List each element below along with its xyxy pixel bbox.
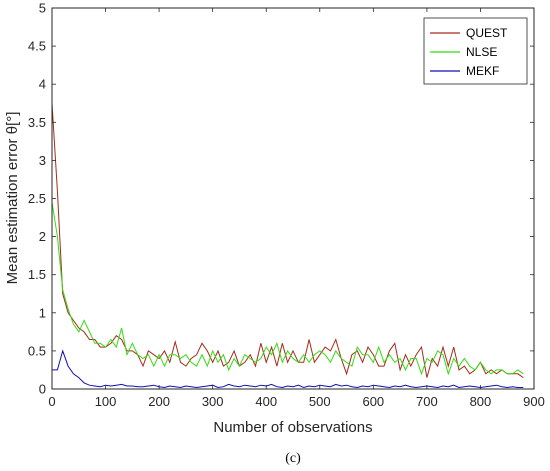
- legend-label-nlse: NLSE: [466, 45, 497, 59]
- y-tick-label: 0: [39, 382, 46, 397]
- legend-label-quest: QUEST: [466, 26, 508, 40]
- y-tick-label: 3: [39, 153, 46, 168]
- x-tick-label: 0: [48, 394, 55, 409]
- x-tick-label: 700: [416, 394, 438, 409]
- x-tick-label: 900: [523, 394, 545, 409]
- legend-label-mekf: MEKF: [466, 64, 499, 78]
- y-tick-label: 4: [39, 77, 46, 92]
- ticks-layer: 0 100 200 300 400 500 600 700 800 900 0 0.5 1 1.5 2 2.5…: [28, 1, 545, 410]
- series-layer: [51, 103, 524, 389]
- x-tick-label: 800: [470, 394, 492, 409]
- series-line-mekf: [52, 349, 524, 389]
- series-line-nlse: [51, 202, 524, 376]
- y-tick-label: 4.5: [28, 39, 46, 54]
- x-tick-label: 100: [95, 394, 117, 409]
- y-tick-label: 1.5: [28, 267, 46, 282]
- x-tick-label: 200: [148, 394, 170, 409]
- y-tick-label: 5: [39, 1, 46, 16]
- x-tick-label: 600: [362, 394, 384, 409]
- y-axis-title: Mean estimation error θ[°]: [4, 112, 21, 285]
- series-line-quest: [51, 103, 524, 379]
- y-tick-label: 2: [39, 229, 46, 244]
- figure-caption: (c): [285, 451, 301, 466]
- x-tick-label: 300: [202, 394, 224, 409]
- x-axis-title: Number of observations: [213, 419, 372, 436]
- legend-box: [423, 17, 528, 85]
- y-tick-label: 0.5: [28, 343, 46, 358]
- legend: QUEST NLSE MEKF: [423, 17, 528, 85]
- x-tick-label: 500: [309, 394, 331, 409]
- y-tick-label: 3.5: [28, 115, 46, 130]
- y-tick-label: 2.5: [28, 191, 46, 206]
- y-tick-label: 1: [39, 305, 46, 320]
- x-tick-label: 400: [255, 394, 277, 409]
